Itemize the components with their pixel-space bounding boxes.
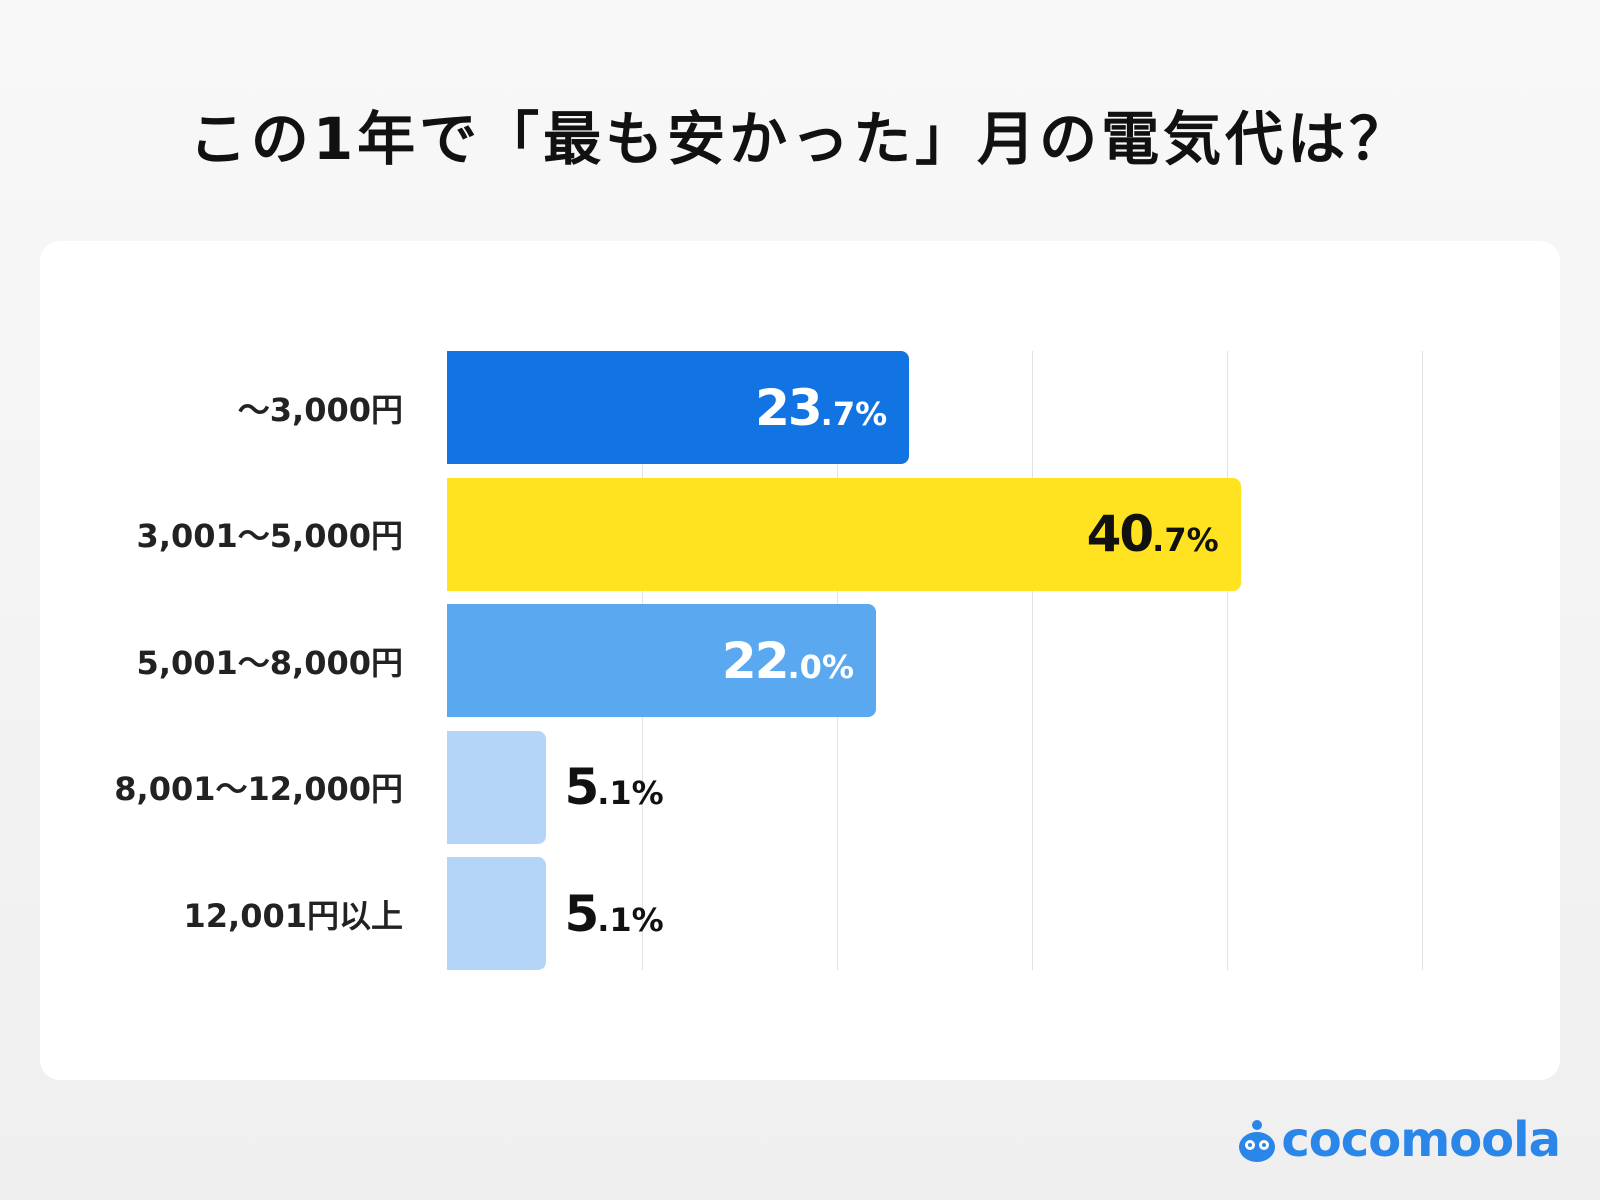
value-integer: 23	[755, 378, 823, 437]
value-label: 40.7%	[1087, 505, 1219, 563]
value-integer: 5	[564, 884, 599, 943]
value-decimal: .0%	[787, 647, 854, 686]
value-decimal: .7%	[820, 394, 888, 433]
value-label: 22.0%	[722, 632, 854, 690]
gridline	[1227, 351, 1228, 970]
category-label: 5,001〜8,000円	[136, 643, 403, 682]
gridline	[1422, 351, 1423, 970]
value-integer: 5	[564, 758, 599, 816]
value-decimal: .7%	[1152, 521, 1219, 559]
bar	[447, 351, 910, 464]
chart-title: この1年で「最も安かった」月の電気代は？	[188, 105, 1412, 173]
bar	[447, 477, 1241, 591]
brand-name: cocomoola	[1281, 1112, 1561, 1168]
value-label: 5.1%	[564, 758, 663, 816]
value-integer: 22	[721, 631, 790, 690]
bar	[447, 730, 547, 844]
value-label: 23.7%	[755, 379, 887, 437]
value-decimal: .1%	[597, 774, 664, 812]
mascot-icon	[1239, 1120, 1276, 1162]
category-label: 〜3,000円	[237, 390, 403, 429]
brand-logo: cocomoola	[1237, 1112, 1561, 1168]
bar	[447, 857, 547, 970]
category-label: 12,001円以上	[183, 896, 404, 935]
value-integer: 40	[1086, 505, 1155, 563]
category-label: 8,001〜12,000円	[114, 770, 403, 808]
value-label: 5.1%	[564, 885, 663, 943]
category-label: 3,001〜5,000円	[136, 517, 403, 555]
value-decimal: .1%	[597, 900, 664, 939]
gridline	[1032, 351, 1033, 970]
bar	[447, 604, 876, 717]
